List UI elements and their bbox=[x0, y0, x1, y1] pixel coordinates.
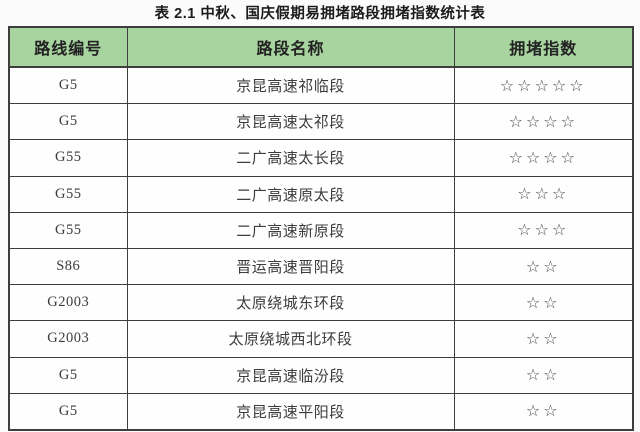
star-rating: ☆☆☆ bbox=[517, 220, 570, 240]
table-row: G55 二广高速原太段 ☆☆☆ bbox=[8, 175, 634, 213]
star-rating: ☆☆ bbox=[525, 256, 561, 276]
star-rating: ☆☆ bbox=[525, 328, 561, 348]
route-number-cell: G5 bbox=[8, 66, 128, 105]
section-name-cell: 晋运高速晋阳段 bbox=[126, 247, 455, 286]
congestion-index-cell: ☆☆☆☆ bbox=[453, 103, 634, 141]
congestion-index-cell: ☆☆☆☆☆ bbox=[453, 66, 634, 105]
table-row: G5 京昆高速太祁段 ☆☆☆☆ bbox=[8, 103, 634, 141]
table-row: G5 京昆高速临汾段 ☆☆ bbox=[8, 356, 634, 394]
section-name-cell: 京昆高速祁临段 bbox=[126, 66, 455, 105]
route-number-cell: G5 bbox=[8, 103, 128, 141]
table-row: G5 京昆高速祁临段 ☆☆☆☆☆ bbox=[8, 66, 634, 105]
congestion-index-cell: ☆☆ bbox=[453, 320, 634, 358]
section-name-cell: 二广高速原太段 bbox=[126, 175, 455, 213]
route-number-cell: G2003 bbox=[8, 320, 128, 358]
section-name-cell: 太原绕城西北环段 bbox=[126, 320, 455, 358]
congestion-index-cell: ☆☆ bbox=[453, 247, 634, 286]
congestion-index-cell: ☆☆☆ bbox=[453, 211, 634, 249]
star-rating: ☆☆☆☆ bbox=[508, 111, 578, 131]
table-row: G55 二广高速新原段 ☆☆☆ bbox=[8, 211, 634, 249]
section-name-cell: 京昆高速太祁段 bbox=[126, 103, 455, 141]
table-body: G5 京昆高速祁临段 ☆☆☆☆☆ G5 京昆高速太祁段 ☆☆☆☆ G55 二广高… bbox=[8, 66, 634, 431]
congestion-index-cell: ☆☆ bbox=[453, 356, 634, 394]
section-name-cell: 太原绕城东环段 bbox=[126, 284, 455, 322]
route-number-cell: G5 bbox=[8, 356, 128, 394]
congestion-table: 路线编号 路段名称 拥堵指数 G5 京昆高速祁临段 ☆☆☆☆☆ G5 京昆高速太… bbox=[8, 26, 634, 431]
route-number-cell: G2003 bbox=[8, 284, 128, 322]
table-row: G55 二广高速太长段 ☆☆☆☆ bbox=[8, 139, 634, 177]
star-rating: ☆☆ bbox=[525, 401, 561, 421]
table-row: G5 京昆高速平阳段 ☆☆ bbox=[8, 392, 634, 431]
route-number-cell: G55 bbox=[8, 211, 128, 249]
table-row: S86 晋运高速晋阳段 ☆☆ bbox=[8, 247, 634, 286]
col-header-congestion-index: 拥堵指数 bbox=[453, 26, 634, 68]
section-name-cell: 二广高速太长段 bbox=[126, 139, 455, 177]
route-number-cell: S86 bbox=[8, 247, 128, 286]
route-number-cell: G5 bbox=[8, 392, 128, 431]
section-name-cell: 京昆高速临汾段 bbox=[126, 356, 455, 394]
star-rating: ☆☆☆☆☆ bbox=[499, 75, 587, 95]
congestion-index-cell: ☆☆ bbox=[453, 392, 634, 431]
section-name-cell: 二广高速新原段 bbox=[126, 211, 455, 249]
star-rating: ☆☆ bbox=[525, 292, 561, 312]
col-header-route-number: 路线编号 bbox=[8, 26, 128, 68]
table-row: G2003 太原绕城西北环段 ☆☆ bbox=[8, 320, 634, 358]
table-row: G2003 太原绕城东环段 ☆☆ bbox=[8, 284, 634, 322]
star-rating: ☆☆☆☆ bbox=[508, 147, 578, 167]
congestion-index-cell: ☆☆ bbox=[453, 284, 634, 322]
star-rating: ☆☆ bbox=[525, 365, 561, 385]
col-header-section-name: 路段名称 bbox=[126, 26, 455, 68]
star-rating: ☆☆☆ bbox=[517, 184, 570, 204]
congestion-index-cell: ☆☆☆☆ bbox=[453, 139, 634, 177]
route-number-cell: G55 bbox=[8, 175, 128, 213]
congestion-index-cell: ☆☆☆ bbox=[453, 175, 634, 213]
table-title: 表 2.1 中秋、国庆假期易拥堵路段拥堵指数统计表 bbox=[154, 6, 486, 22]
header-row: 路线编号 路段名称 拥堵指数 bbox=[8, 26, 634, 68]
section-name-cell: 京昆高速平阳段 bbox=[126, 392, 455, 431]
route-number-cell: G55 bbox=[8, 139, 128, 177]
